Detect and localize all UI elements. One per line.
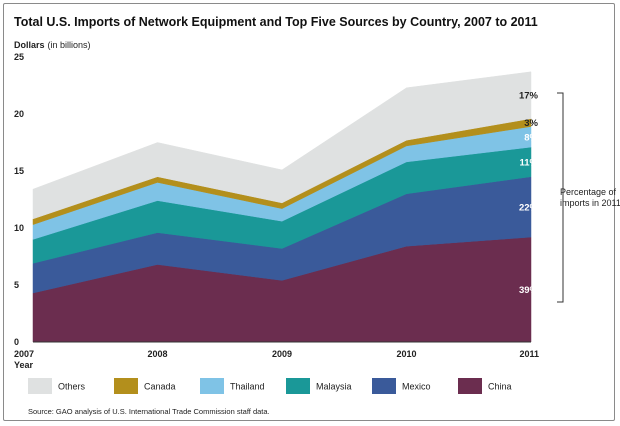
legend-label-thailand: Thailand [230,382,265,392]
legend-item-thailand: Thailand [200,378,265,394]
legend: Others Canada Thailand Malaysia Mexico China [28,378,512,394]
legend-swatch-mexico [372,378,396,394]
y-tick-label: 25 [14,52,24,62]
legend-label-canada: Canada [144,382,176,392]
y-tick-label: 15 [14,166,24,176]
percentage-labels: 39% 22% 11% 8% 3% 17% [519,91,539,296]
pct-label-canada: 3% [524,118,538,129]
x-tick-label: 2007 [14,349,34,359]
y-tick-labels: 0 5 10 15 20 25 [14,52,24,347]
legend-swatch-thailand [200,378,224,394]
annotation-line2: imports in 2011 [560,198,620,208]
x-axis-label: Year [14,360,34,370]
legend-swatch-china [458,378,482,394]
y-tick-label: 5 [14,280,19,290]
legend-item-china: China [458,378,512,394]
y-axis-label-unit: (in billions) [48,40,91,50]
pct-label-malaysia: 11% [520,157,539,168]
area-others [32,71,532,220]
x-tick-label: 2009 [272,349,292,359]
x-tick-labels: 2007 2008 2009 2010 2011 [14,349,539,359]
y-axis-label: Dollars (in billions) [14,40,91,50]
pct-label-others: 17% [519,91,539,102]
x-tick-label: 2010 [396,349,416,359]
legend-item-others: Others [28,378,86,394]
legend-label-mexico: Mexico [402,382,431,392]
percentage-bracket [557,92,564,303]
pct-label-china: 39% [519,285,539,296]
area-layers [32,71,532,343]
legend-item-canada: Canada [114,378,176,394]
legend-swatch-others [28,378,52,394]
y-axis-label-main: Dollars [14,40,45,50]
legend-label-others: Others [58,382,86,392]
annotation-line1: Percentage of [560,187,617,197]
pct-label-mexico: 22% [519,202,539,213]
x-tick-label: 2011 [519,349,539,359]
legend-label-malaysia: Malaysia [316,382,352,392]
chart-title: Total U.S. Imports of Network Equipment … [14,15,538,29]
source-note: Source: GAO analysis of U.S. Internation… [28,407,270,416]
y-tick-label: 0 [14,337,19,347]
legend-item-malaysia: Malaysia [286,378,352,394]
y-tick-label: 10 [14,223,24,233]
legend-swatch-malaysia [286,378,310,394]
legend-item-mexico: Mexico [372,378,431,394]
pct-label-thailand: 8% [524,132,538,143]
legend-label-china: China [488,382,512,392]
legend-swatch-canada [114,378,138,394]
y-tick-label: 20 [14,109,24,119]
x-tick-label: 2008 [147,349,167,359]
